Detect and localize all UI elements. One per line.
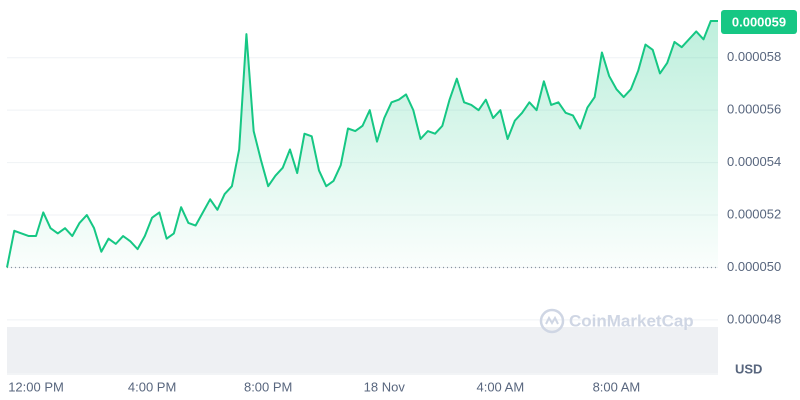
x-tick-label: 12:00 PM: [8, 379, 64, 394]
y-tick-label: 0.000058: [727, 49, 781, 64]
y-tick-label: 0.000052: [727, 206, 781, 221]
price-badge-label: 0.000059: [732, 14, 786, 29]
area-fill: [7, 20, 718, 268]
x-tick-label: 8:00 PM: [244, 379, 292, 394]
x-tick-label: 18 Nov: [364, 379, 406, 394]
volume-area: [7, 327, 718, 373]
x-tick-label: 8:00 AM: [593, 379, 641, 394]
watermark-text: CoinMarketCap: [569, 311, 694, 330]
x-tick-label: 4:00 AM: [476, 379, 524, 394]
watermark: CoinMarketCap: [539, 308, 694, 334]
x-tick-label: 4:00 PM: [128, 379, 176, 394]
y-tick-label: 0.000056: [727, 102, 781, 117]
y-tick-label: 0.000054: [727, 154, 781, 169]
y-tick-label: 0.000048: [727, 311, 781, 326]
price-badge: [721, 10, 797, 34]
y-tick-label: 0.000050: [727, 259, 781, 274]
price-line: [6, 19, 718, 268]
y-axis-label: USD: [735, 361, 762, 376]
